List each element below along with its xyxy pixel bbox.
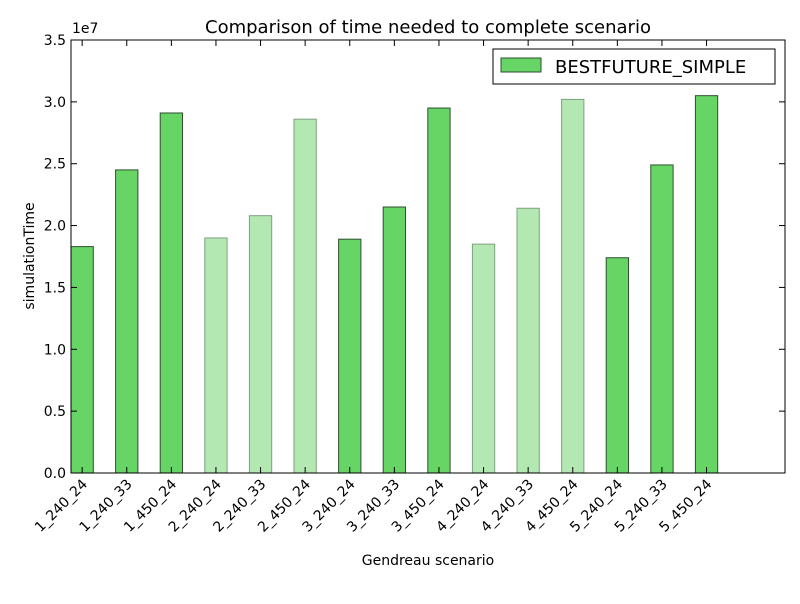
y-tick-label: 0.5: [44, 404, 66, 420]
y-tick-label: 3.5: [44, 33, 66, 49]
legend: BESTFUTURE_SIMPLE: [492, 48, 776, 85]
bar-3_240_33: [382, 206, 407, 474]
y-tick-label: 0.0: [44, 466, 66, 482]
bar-3_240_24: [338, 238, 362, 474]
x-axis-label: Gendreau scenario: [362, 553, 494, 569]
bar-1_240_24: [70, 246, 94, 474]
bar-1_450_24: [159, 112, 183, 474]
y-tick-label: 2.0: [44, 219, 66, 235]
plot-frame: [70, 39, 786, 474]
y-tick-label: 3.0: [44, 95, 66, 111]
y-tick-label: 2.5: [44, 157, 66, 173]
bar-2_240_24: [204, 237, 228, 474]
y-tick-label: 1.0: [44, 342, 66, 358]
y-axis-label: simulationTime: [22, 202, 38, 309]
bar-5_240_33: [650, 164, 674, 474]
bar-4_450_24: [561, 98, 585, 474]
legend-swatch: [500, 57, 542, 73]
bar-5_240_24: [605, 257, 630, 474]
bar-4_240_33: [516, 207, 540, 474]
bar-3_450_24: [427, 107, 451, 474]
bar-1_240_33: [115, 169, 139, 474]
chart-title: Comparison of time needed to complete sc…: [205, 17, 651, 38]
y-axis-scale-label: 1e7: [72, 21, 98, 37]
bar-2_450_24: [293, 118, 317, 474]
bars-layer: [70, 95, 719, 474]
legend-label: BESTFUTURE_SIMPLE: [555, 57, 746, 78]
bar-2_240_33: [248, 215, 273, 474]
y-tick-label: 1.5: [44, 280, 66, 296]
bar-4_240_24: [471, 243, 496, 474]
bar-5_450_24: [694, 95, 719, 474]
